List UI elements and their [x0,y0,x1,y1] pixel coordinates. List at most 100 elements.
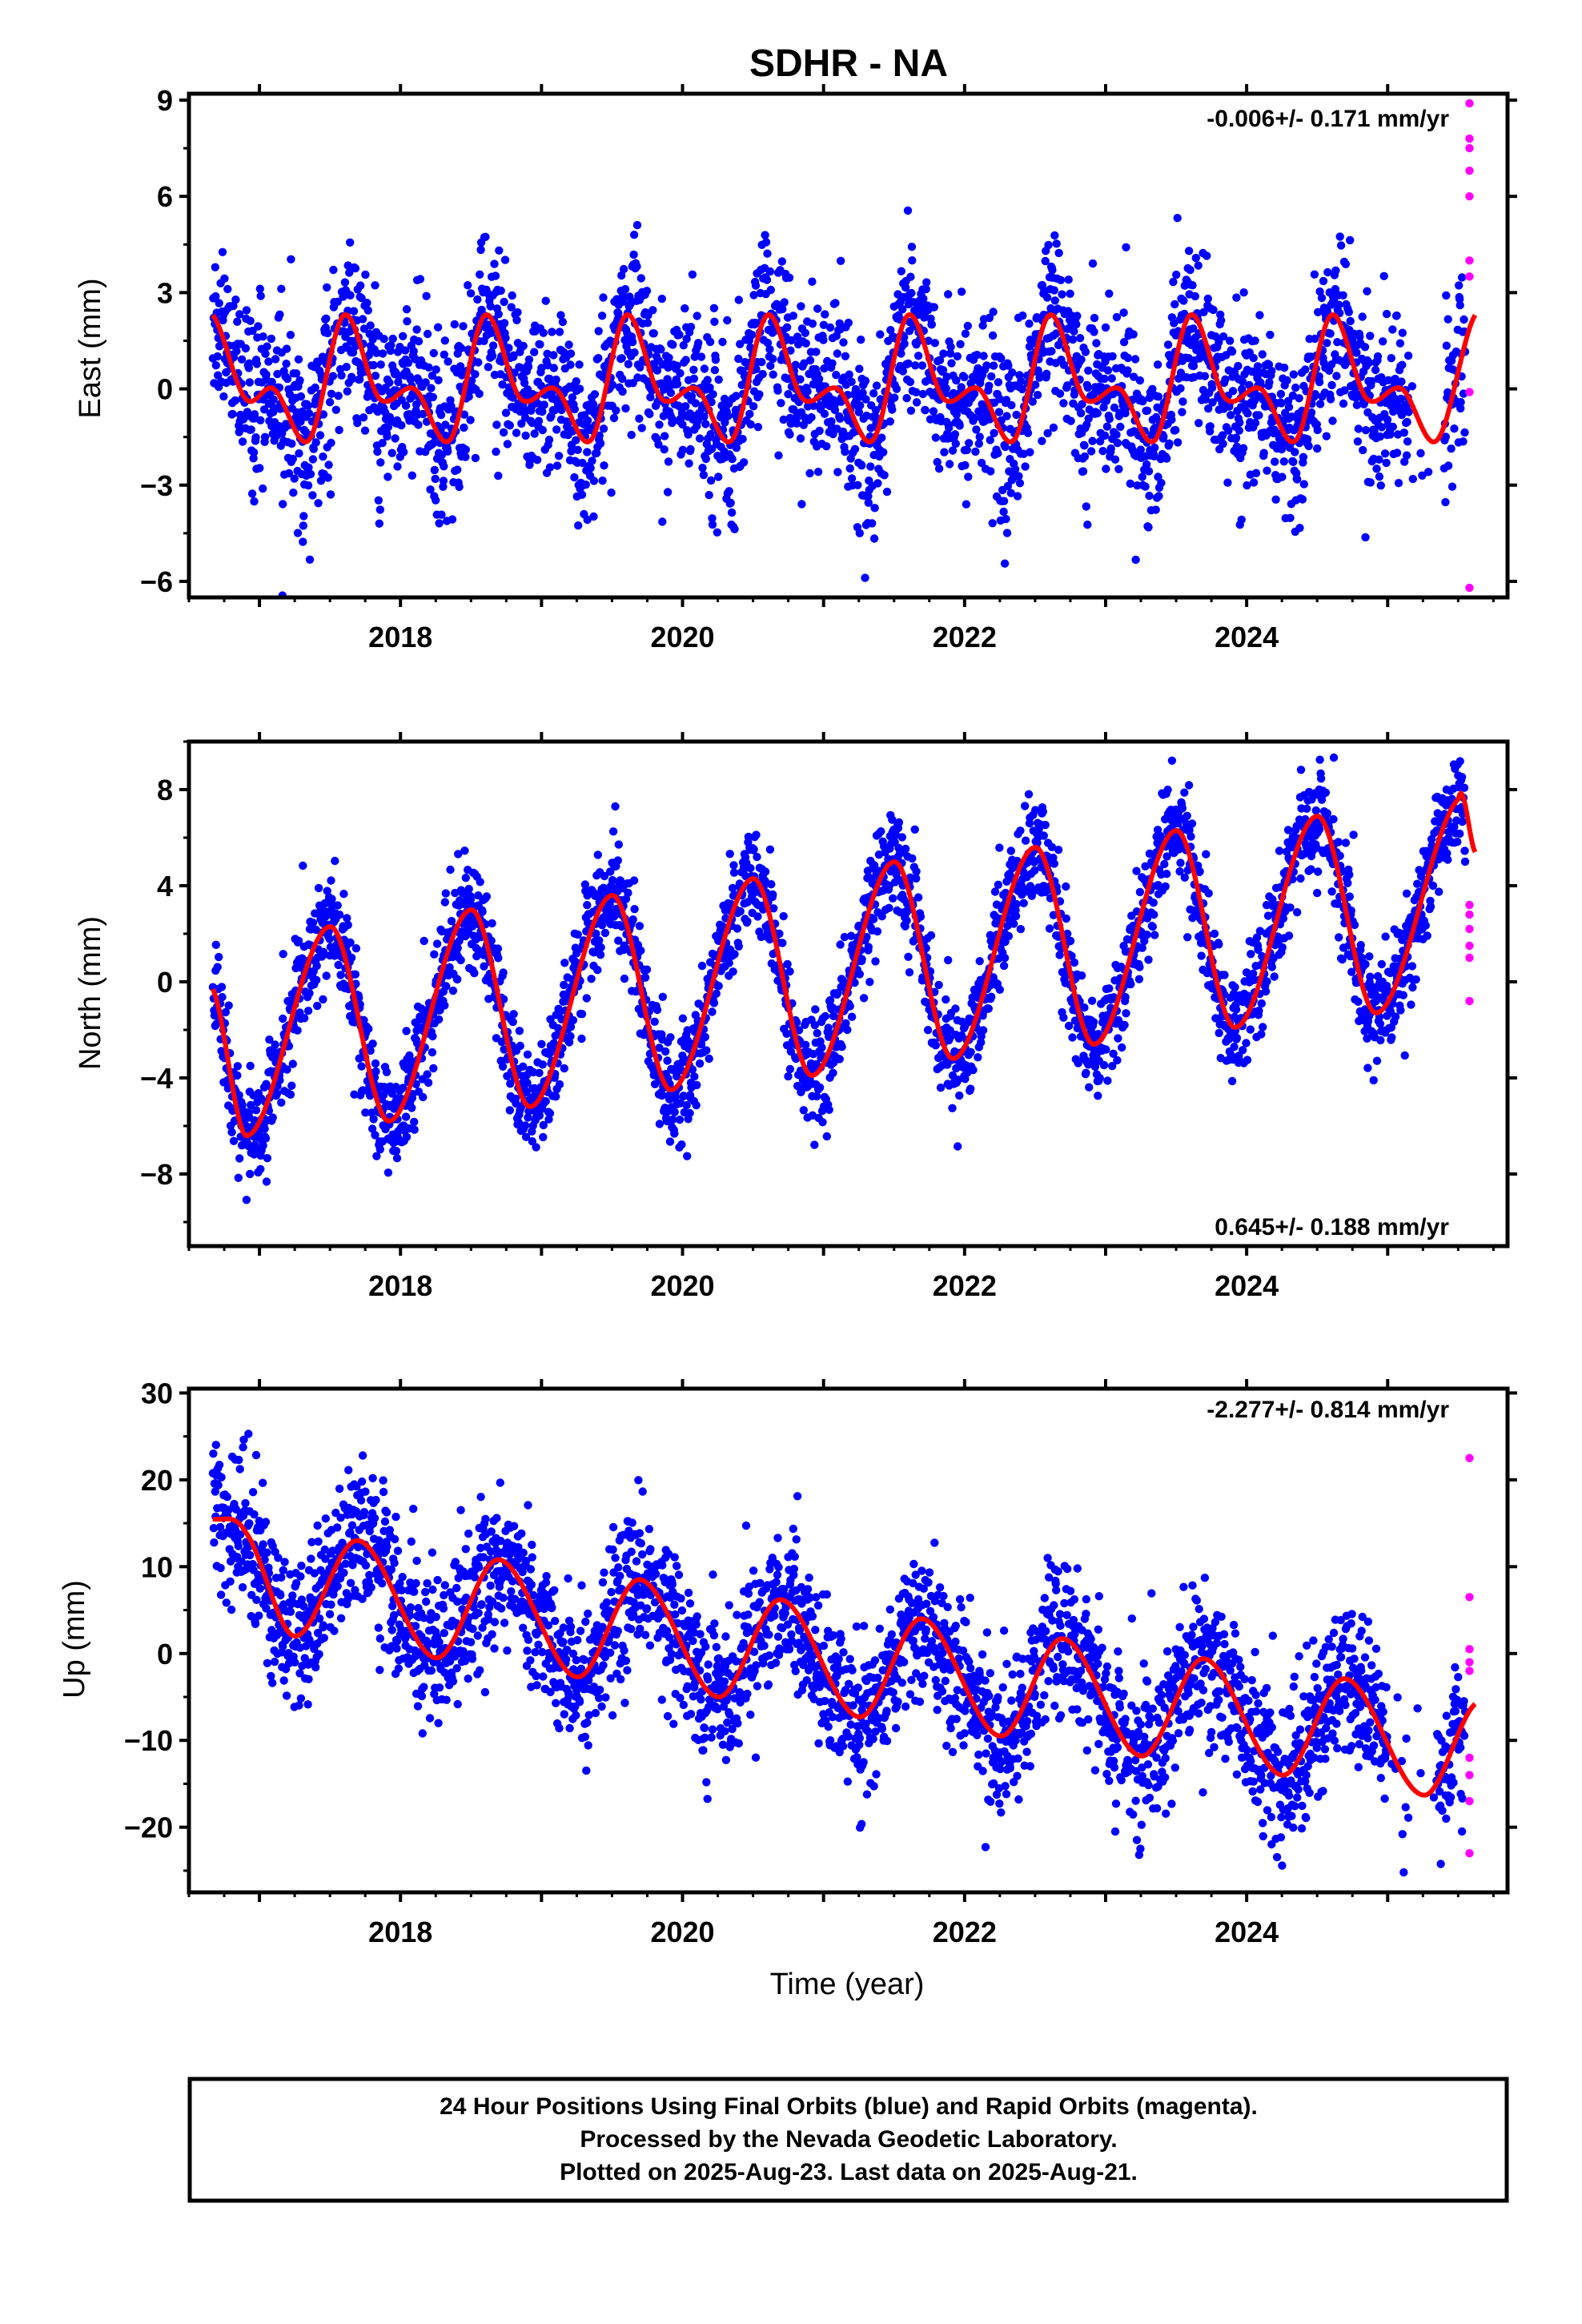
east-final-point [385,378,394,387]
east-final-point [1075,334,1085,343]
north-final-point [679,1092,688,1100]
east-final-point [1340,386,1349,395]
east-final-point [430,465,439,475]
north-final-point [242,1196,251,1204]
east-frame [187,91,1510,600]
north-plot-area [208,753,1478,1204]
east-final-point [649,329,658,338]
north-final-point [785,967,794,976]
east-final-orbit-points [208,206,1470,597]
east-final-point [1441,497,1450,507]
east-final-point [624,360,633,368]
east-final-point [519,341,528,351]
north-final-point [862,932,871,942]
east-final-point [1073,312,1082,320]
east-final-point [1056,275,1066,284]
north-final-point [685,1108,694,1118]
east-final-point [1366,478,1375,487]
east-final-point [343,387,351,396]
north-final-point [655,1043,664,1052]
east-final-point [707,397,716,407]
east-final-point [1441,432,1451,441]
north-final-point [312,975,321,985]
east-final-point [629,231,639,239]
east-final-point [1026,448,1034,456]
east-final-point [347,374,357,384]
east-final-point [901,283,910,292]
east-final-point [836,256,845,265]
east-final-point [724,412,733,420]
east-final-point [836,414,845,423]
east-final-point [495,246,504,255]
east-final-point [684,430,693,439]
east-final-point [819,336,828,344]
east-final-point [1066,416,1075,425]
east-final-point [1460,428,1469,437]
north-final-point [514,1118,524,1127]
east-final-point [308,491,317,500]
north-final-point [538,1060,547,1069]
east-final-point [401,401,411,410]
east-final-point [832,371,841,380]
north-final-point [825,1105,833,1115]
north-final-point [825,995,835,1005]
east-final-point [1083,383,1093,392]
east-final-point [594,354,603,363]
north-final-point [227,1128,236,1137]
north-final-point [894,818,904,827]
east-final-point [1388,422,1398,432]
east-final-point [554,452,564,460]
east-final-point [1249,353,1258,363]
north-final-point [905,968,914,977]
north-final-point [523,1078,532,1088]
east-final-point [1145,491,1154,501]
east-rapid-point [1465,583,1474,593]
east-final-point [637,424,646,432]
east-final-point [1006,489,1016,497]
east-final-point [508,393,517,402]
east-final-point [1253,362,1263,371]
east-final-point [345,268,354,277]
east-final-point [263,342,271,351]
east-rapid-point [1465,256,1474,265]
east-final-point [440,350,448,359]
east-final-point [432,365,440,374]
east-final-point [1112,430,1121,439]
north-final-point [287,1081,296,1090]
east-final-point [999,497,1009,505]
east-final-point [435,519,444,528]
east-final-point [868,519,877,528]
east-final-point [739,458,749,467]
north-final-point [593,966,602,975]
east-final-point [570,404,579,414]
east-final-point [681,304,689,313]
east-final-point [598,476,607,485]
east-final-point [1080,452,1090,461]
east-final-point [1423,468,1433,476]
east-final-point [986,436,995,444]
east-rapid-orbit-points [1465,99,1474,593]
east-final-point [785,430,794,439]
east-final-point [1081,348,1090,356]
east-final-point [1352,348,1361,357]
east-final-point [654,440,663,449]
east-final-point [1131,555,1140,565]
east-final-point [500,297,508,307]
east-final-point [831,299,840,308]
east-model-curve [211,312,1478,444]
north-final-point [1000,954,1010,963]
north-final-point [889,894,897,903]
east-final-point [1098,447,1107,456]
north-final-point [877,912,886,921]
east-final-point [311,438,320,447]
east-final-point [269,404,279,412]
east-final-point [681,356,690,364]
east-final-point [1055,389,1065,398]
north-final-point [524,1113,532,1122]
east-final-point [211,263,219,271]
north-final-point [923,1026,933,1035]
east-final-point [509,351,518,360]
east-final-point [796,375,805,384]
north-final-point [480,962,488,971]
east-final-point [1235,426,1244,435]
